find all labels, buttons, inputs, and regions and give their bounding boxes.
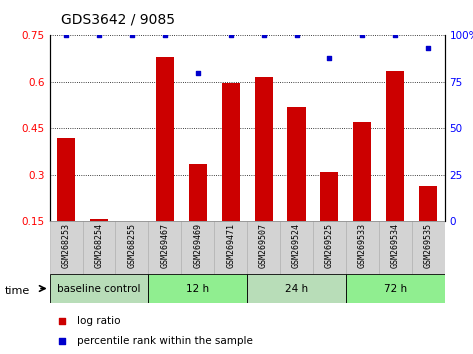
Text: GSM269507: GSM269507: [259, 223, 268, 268]
Bar: [50, 221, 83, 274]
Bar: [288, 107, 306, 221]
Text: GSM269524: GSM269524: [292, 223, 301, 268]
Text: log ratio: log ratio: [77, 316, 121, 326]
Point: [392, 33, 399, 38]
Bar: [50, 274, 149, 303]
Point: [260, 33, 267, 38]
Point: [351, 27, 359, 33]
Bar: [379, 221, 412, 274]
Bar: [90, 219, 108, 221]
Point: [227, 33, 235, 38]
Bar: [156, 57, 174, 221]
Bar: [149, 221, 181, 274]
Point: [161, 33, 169, 38]
Bar: [181, 221, 214, 274]
Point: [325, 55, 333, 61]
Text: GSM269467: GSM269467: [160, 223, 169, 268]
Bar: [115, 221, 149, 274]
Point: [359, 33, 366, 38]
Text: time: time: [5, 286, 30, 296]
Bar: [353, 122, 371, 221]
Bar: [346, 274, 445, 303]
Bar: [419, 185, 437, 221]
Text: GSM268254: GSM268254: [95, 223, 104, 268]
Bar: [222, 84, 240, 221]
Bar: [214, 221, 247, 274]
Text: 24 h: 24 h: [285, 284, 308, 293]
Point: [62, 33, 70, 38]
Text: GSM269533: GSM269533: [358, 223, 367, 268]
Bar: [280, 221, 313, 274]
Text: GSM269534: GSM269534: [391, 223, 400, 268]
Text: GDS3642 / 9085: GDS3642 / 9085: [61, 12, 175, 27]
Point: [424, 46, 432, 51]
Bar: [83, 221, 115, 274]
Bar: [254, 77, 272, 221]
Text: baseline control: baseline control: [57, 284, 141, 293]
Point: [351, 211, 359, 217]
Text: 72 h: 72 h: [384, 284, 407, 293]
Bar: [247, 274, 346, 303]
Bar: [57, 138, 75, 221]
Bar: [320, 172, 339, 221]
Text: GSM269471: GSM269471: [226, 223, 235, 268]
Bar: [346, 221, 379, 274]
Text: percentile rank within the sample: percentile rank within the sample: [77, 336, 253, 346]
Point: [194, 70, 201, 75]
Text: 12 h: 12 h: [186, 284, 210, 293]
Text: GSM269535: GSM269535: [424, 223, 433, 268]
Bar: [189, 164, 207, 221]
Bar: [386, 71, 404, 221]
Bar: [149, 274, 247, 303]
Text: GSM268253: GSM268253: [61, 223, 70, 268]
Text: GSM269525: GSM269525: [325, 223, 334, 268]
Point: [293, 33, 300, 38]
Bar: [412, 221, 445, 274]
Text: GSM269469: GSM269469: [193, 223, 202, 268]
Text: GSM268255: GSM268255: [127, 223, 136, 268]
Point: [128, 33, 136, 38]
Bar: [313, 221, 346, 274]
Bar: [247, 221, 280, 274]
Point: [95, 33, 103, 38]
